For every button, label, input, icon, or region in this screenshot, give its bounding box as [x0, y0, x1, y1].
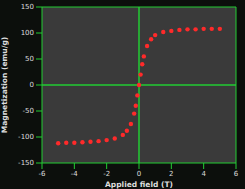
svg-text:150: 150 [21, 3, 34, 11]
svg-text:-4: -4 [71, 170, 79, 178]
svg-text:-100: -100 [18, 133, 34, 141]
svg-text:2: 2 [169, 170, 173, 178]
svg-text:-50: -50 [23, 107, 34, 115]
svg-text:-6: -6 [39, 170, 47, 178]
svg-text:-2: -2 [103, 170, 110, 178]
svg-text:0: 0 [30, 81, 34, 89]
svg-text:0: 0 [137, 170, 141, 178]
svg-text:4: 4 [201, 170, 206, 178]
svg-text:100: 100 [21, 29, 34, 37]
svg-text:Applied field (T): Applied field (T) [105, 180, 173, 189]
svg-text:-150: -150 [18, 159, 34, 167]
svg-text:50: 50 [25, 55, 34, 63]
svg-text:Magnetization (emu/g): Magnetization (emu/g) [8, 37, 9, 133]
svg-text:6: 6 [234, 170, 237, 178]
